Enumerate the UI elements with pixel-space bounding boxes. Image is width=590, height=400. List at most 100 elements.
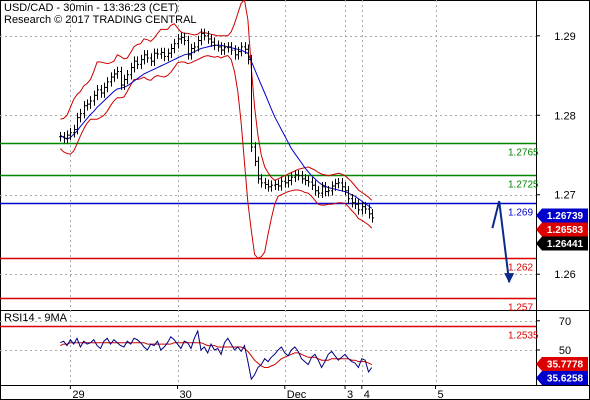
price-bar <box>240 42 243 57</box>
price-bar <box>156 48 159 59</box>
price-bar <box>364 201 367 214</box>
price-bar <box>103 82 106 98</box>
price-tag: 1.26583 <box>536 222 588 237</box>
price-bar <box>361 201 364 215</box>
price-tag: 35.7778 <box>536 357 588 371</box>
price-bar <box>213 37 216 51</box>
price-bar <box>267 179 270 192</box>
time-tick-label: 4 <box>364 389 370 400</box>
time-tick-label: 30 <box>180 389 192 400</box>
level-label: 1.2535 <box>508 331 539 342</box>
price-bar <box>170 43 173 59</box>
price-bar <box>167 48 170 62</box>
price-bar <box>143 50 146 65</box>
moving-average-line <box>60 44 373 209</box>
price-bar <box>160 47 163 59</box>
price-bar <box>126 69 129 85</box>
price-bar <box>177 34 180 49</box>
price-tag-box <box>536 236 588 251</box>
price-tick-label: 1.27 <box>554 190 575 202</box>
rsi-tick-label: 70 <box>559 316 571 328</box>
price-bar <box>247 44 250 65</box>
time-tick-label: 5 <box>438 389 444 400</box>
price-bar <box>357 199 360 215</box>
time-tick-label: 3 <box>347 389 353 400</box>
price-bar <box>133 56 136 73</box>
price-bar <box>280 176 283 191</box>
price-bar <box>183 32 186 46</box>
price-tag: 1.26739 <box>536 208 588 223</box>
rsi-panel <box>60 329 373 381</box>
price-bar <box>106 77 109 93</box>
price-tick-label: 1.28 <box>554 110 575 122</box>
price-bar <box>230 42 233 55</box>
price-bar <box>321 182 324 198</box>
upper-band-line <box>60 0 373 201</box>
price-tag-box <box>536 371 588 385</box>
price-bar <box>237 46 240 60</box>
price-bar <box>180 32 183 44</box>
price-bar <box>354 197 357 210</box>
rsi-panel-title: RSI14 - 9MA <box>4 312 68 324</box>
price-bar <box>79 108 82 123</box>
price-tag-box <box>536 357 588 371</box>
chart-title: USD/CAD - 30min - 13:36:23 (CET) <box>4 2 178 14</box>
price-tag-label: 35.6258 <box>547 374 584 385</box>
price-bar <box>277 179 280 191</box>
price-bar <box>200 28 203 46</box>
price-tag-label: 1.26583 <box>547 225 584 236</box>
price-bar <box>100 85 103 98</box>
price-bar <box>304 174 307 186</box>
price-bar <box>146 50 149 63</box>
price-bar <box>334 178 337 191</box>
price-bar <box>150 53 153 66</box>
level-label: 1.262 <box>508 263 533 274</box>
price-bar <box>244 42 247 55</box>
grid-lines <box>0 0 536 385</box>
copyright-text: Research © 2017 TRADING CENTRAL <box>4 14 197 26</box>
price-bar <box>368 204 371 219</box>
price-bar <box>314 180 317 196</box>
price-bar <box>337 178 340 189</box>
price-bar <box>153 48 156 66</box>
scenario-arrow <box>491 200 515 284</box>
price-bar <box>307 175 310 187</box>
price-bar <box>69 127 72 140</box>
axes: 1.29 1.28 1.27 1.26 70 50 29 30 Dec 3 4 5 <box>69 31 576 400</box>
price-bar <box>234 45 237 60</box>
price-bar <box>217 40 220 52</box>
scenario-arrow-head <box>504 273 515 284</box>
price-bar <box>89 96 92 109</box>
price-tag-label: 1.26739 <box>547 211 584 222</box>
price-bar <box>347 186 350 204</box>
price-bar <box>163 47 166 62</box>
price-tick-label: 1.26 <box>554 269 575 281</box>
price-bar <box>207 31 210 44</box>
price-bar <box>203 28 206 41</box>
price-bar <box>190 43 193 60</box>
price-tick-label: 1.29 <box>554 31 575 43</box>
bollinger-bands <box>59 0 373 259</box>
price-tags: 1.26739 1.26583 1.26441 35.7778 35.6258 <box>536 208 588 385</box>
price-bar <box>110 72 113 87</box>
price-bar <box>73 124 76 138</box>
scenario-arrow-line <box>491 200 511 283</box>
price-bar <box>287 175 290 188</box>
level-label: 1.2765 <box>508 148 539 159</box>
price-bar <box>344 182 347 196</box>
price-bar <box>331 181 334 196</box>
price-bar <box>317 186 320 198</box>
lower-band-line <box>59 55 373 259</box>
price-bar <box>140 54 143 70</box>
level-label: 1.269 <box>508 208 533 219</box>
price-bar <box>76 112 79 135</box>
price-bar <box>260 174 263 188</box>
price-bar <box>227 42 230 53</box>
rsi-line <box>60 329 373 381</box>
price-bar <box>274 179 277 190</box>
price-bar <box>297 170 300 181</box>
price-bar <box>120 66 123 90</box>
price-tag-label: 35.7778 <box>547 360 584 371</box>
